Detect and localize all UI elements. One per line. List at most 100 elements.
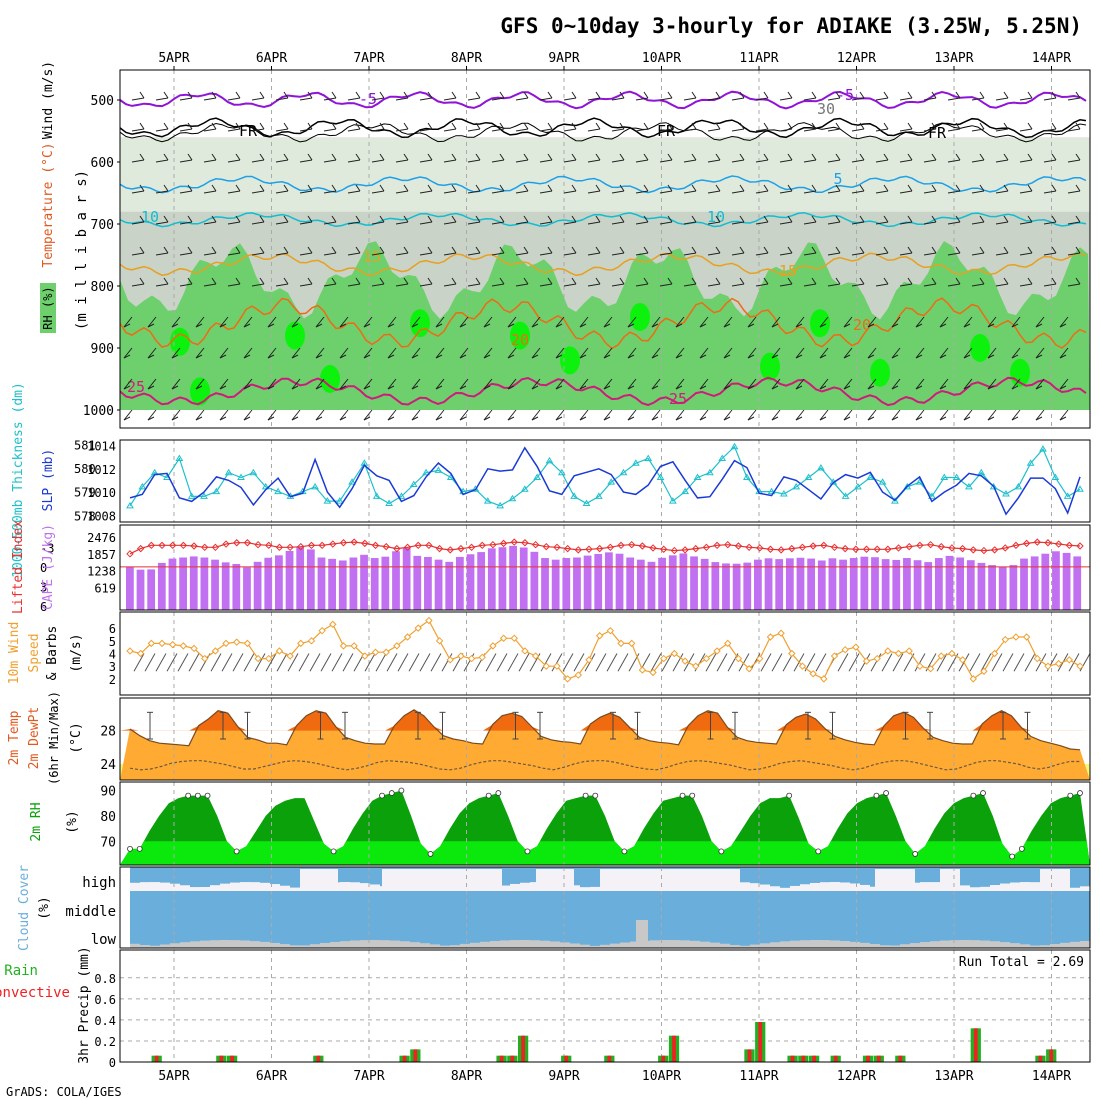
wind-barb-flag <box>355 246 361 254</box>
wind-barb <box>123 347 133 359</box>
wind-barb <box>419 159 433 163</box>
wind-barb <box>803 128 817 132</box>
thickness-point <box>335 497 344 504</box>
wind-barb <box>731 221 745 225</box>
wind-barb-flag <box>531 416 539 421</box>
wind-barb-flag <box>939 323 947 328</box>
wind-barb-flag <box>795 354 803 359</box>
rh2m-point <box>883 790 890 796</box>
temperature-contour <box>119 90 1087 110</box>
pressure-tick: 500 <box>91 94 114 109</box>
wind-barb-flag <box>835 153 841 161</box>
wind-barb-flag <box>771 385 779 390</box>
wind-barb-flag <box>579 323 587 328</box>
wind-barb <box>443 252 457 256</box>
wind-barb <box>299 97 313 101</box>
wind-barb-flag <box>123 385 131 390</box>
wind-barb-flag <box>715 215 721 223</box>
wind-barb-flag <box>427 246 433 254</box>
wind-barb-flag <box>283 184 289 192</box>
wind-barb-flag <box>331 153 337 161</box>
wind-barb-flag <box>715 184 721 192</box>
cloud-low-step <box>920 942 930 948</box>
cloud-high-step <box>630 882 640 891</box>
cloud-high-step <box>950 883 960 891</box>
cloud-high-step <box>640 882 650 891</box>
cape-bar <box>509 545 517 610</box>
date-label-6APR: 6APR <box>256 51 287 66</box>
wind-barb-flag <box>667 277 673 285</box>
cloud-high-step <box>320 883 330 891</box>
cloud-high-step <box>670 885 680 891</box>
wind-barb <box>699 378 709 390</box>
wind-barb-flag <box>883 215 889 223</box>
cape-bar <box>679 553 688 610</box>
wind-barb-flag <box>283 215 289 223</box>
li-point <box>585 545 593 553</box>
wind-barb-flag <box>883 277 889 285</box>
thickness-point <box>187 492 196 499</box>
wind-barb-flag <box>891 416 899 421</box>
wind-barb-flag <box>771 354 779 359</box>
wind-barb-flag <box>667 215 673 223</box>
wind-barb <box>1043 283 1057 287</box>
cape-bar <box>807 558 816 610</box>
wind-barb <box>195 316 205 328</box>
chart-title: GFS 0~10day 3-hourly for ADIAKE (3.25W, … <box>500 14 1082 38</box>
wind-barb-flag <box>987 416 995 421</box>
wind-barb-flag <box>475 246 481 254</box>
wind-barb <box>203 97 217 101</box>
wind-barb-flag <box>603 416 611 421</box>
wind-barb-flag <box>211 91 217 99</box>
cloud-low-step <box>530 940 540 948</box>
wind-barb <box>683 159 697 163</box>
li-point <box>179 541 188 550</box>
wind-barb <box>347 97 361 101</box>
wind-barb-flag <box>139 122 145 130</box>
precip-tick: 0.4 <box>94 1014 116 1028</box>
cape-bar <box>1009 565 1018 610</box>
cloud-high-step <box>830 882 840 891</box>
wind-barb-flag <box>1027 91 1033 99</box>
wind-barb <box>755 252 769 256</box>
wind-barb <box>899 97 913 101</box>
wind-barb <box>515 128 529 132</box>
wind-barb <box>587 283 601 287</box>
wind-barb-flag <box>139 277 145 285</box>
cloud-high-step <box>520 882 530 891</box>
wind-barb-flag <box>691 184 697 192</box>
cloud-high-step <box>600 885 610 891</box>
li-point <box>563 544 572 553</box>
wind-barb <box>515 190 529 194</box>
rh2m-point <box>233 848 240 855</box>
wind-barb <box>923 190 937 194</box>
li-point <box>222 540 230 548</box>
cloud-low-step <box>270 942 280 948</box>
wind-barb <box>347 221 361 225</box>
wind-barb <box>298 653 310 672</box>
wind-barb-flag <box>547 277 553 285</box>
wind-barb <box>540 653 552 672</box>
wind-barb-flag <box>531 354 539 359</box>
wind-barb <box>251 221 265 225</box>
wind-speed-point <box>1033 654 1042 663</box>
wind-barb <box>672 653 684 672</box>
cloud-high-step <box>420 883 430 891</box>
thickness-point <box>817 464 825 471</box>
precip-conv-bar <box>661 1055 666 1062</box>
wind-barb-flag <box>355 184 361 192</box>
wind-speed-point <box>222 639 230 648</box>
wind-barb <box>443 128 457 132</box>
wind-barb <box>683 283 697 287</box>
wind-barb <box>779 97 793 101</box>
wind-barb-flag <box>763 246 769 254</box>
wind-barb <box>851 97 865 101</box>
wind-barb-flag <box>651 385 659 390</box>
wind-barb <box>675 347 685 359</box>
wind-barb-flag <box>307 184 313 192</box>
panel-labels: (m i l l i b a r s)Wind (m/s)Temperature… <box>0 61 92 1064</box>
cloud-low-step <box>1010 943 1020 948</box>
cloud-high-step <box>500 885 510 891</box>
precip-conv-bar <box>672 1035 676 1062</box>
cape-bar <box>317 557 326 610</box>
